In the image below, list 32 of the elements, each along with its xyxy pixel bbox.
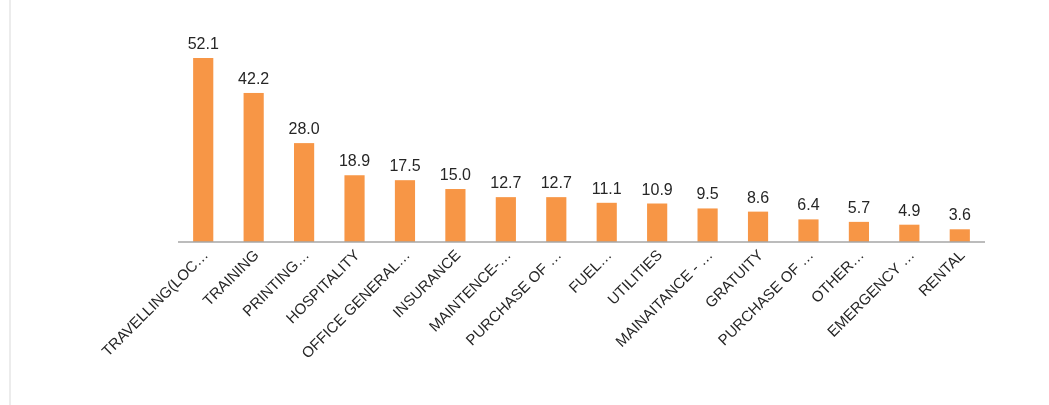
data-label: 12.7 bbox=[490, 174, 522, 192]
bar bbox=[747, 211, 769, 242]
data-label: 42.2 bbox=[238, 69, 270, 87]
bar bbox=[697, 208, 718, 242]
data-label: 8.6 bbox=[746, 188, 770, 206]
data-label: 5.7 bbox=[847, 198, 871, 216]
bar bbox=[193, 58, 214, 242]
bar bbox=[546, 197, 567, 242]
data-label: 18.9 bbox=[338, 152, 371, 170]
bar bbox=[243, 92, 264, 242]
bar bbox=[394, 180, 416, 242]
data-label: 10.9 bbox=[641, 180, 673, 198]
bar bbox=[899, 224, 920, 242]
bar bbox=[344, 175, 365, 242]
bar bbox=[848, 221, 869, 242]
data-label: 52.1 bbox=[187, 35, 219, 52]
bar bbox=[949, 229, 970, 242]
data-label: 9.5 bbox=[696, 185, 719, 203]
data-label: 4.9 bbox=[898, 201, 921, 219]
bar bbox=[495, 197, 516, 242]
bar bbox=[798, 219, 819, 242]
bar bbox=[294, 143, 315, 242]
data-label: 6.4 bbox=[797, 196, 820, 214]
bar bbox=[445, 189, 466, 242]
data-label: 3.6 bbox=[948, 206, 971, 224]
data-label: 12.7 bbox=[540, 174, 572, 192]
data-label: 15.0 bbox=[439, 166, 472, 184]
data-label: 28.0 bbox=[288, 120, 320, 138]
bar bbox=[596, 202, 617, 242]
data-label: 17.5 bbox=[389, 157, 421, 175]
data-label: 11.1 bbox=[591, 179, 622, 197]
bar bbox=[647, 203, 668, 242]
